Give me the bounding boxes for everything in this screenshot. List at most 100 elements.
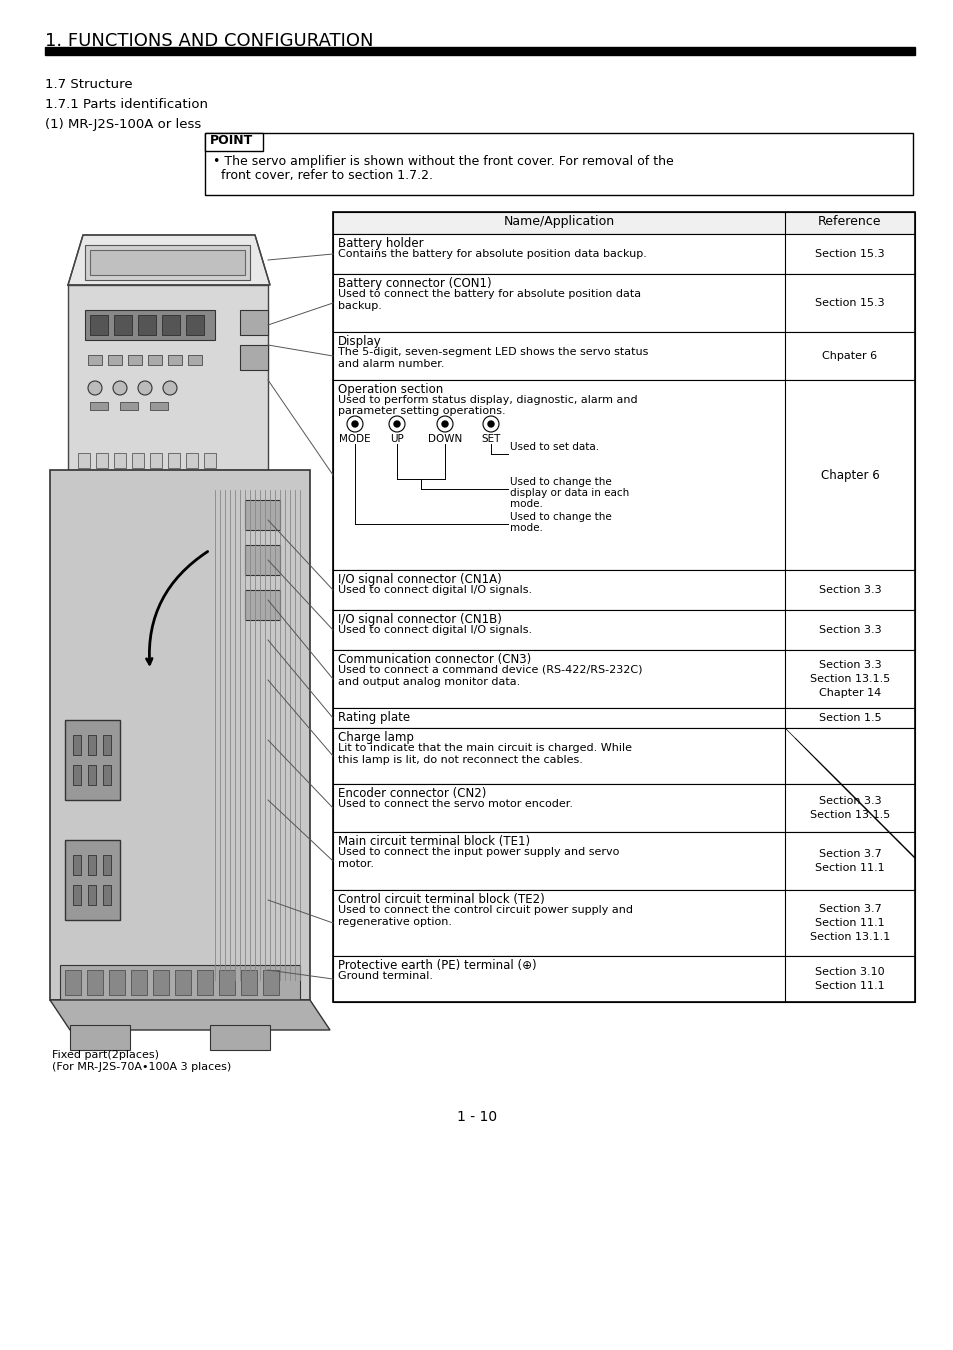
Bar — [103, 886, 111, 904]
Text: Encoder connector (CN2): Encoder connector (CN2) — [337, 787, 486, 801]
Text: and alarm number.: and alarm number. — [337, 359, 444, 369]
Bar — [65, 840, 120, 919]
Bar — [186, 454, 198, 468]
Text: Communication connector (CN3): Communication connector (CN3) — [337, 653, 531, 666]
Text: 1. FUNCTIONS AND CONFIGURATION: 1. FUNCTIONS AND CONFIGURATION — [45, 32, 374, 50]
Bar — [152, 971, 169, 995]
Text: Section 15.3: Section 15.3 — [814, 248, 883, 259]
Circle shape — [347, 416, 363, 432]
Text: (1) MR-J2S-100A or less: (1) MR-J2S-100A or less — [45, 117, 201, 131]
Text: Used to change the: Used to change the — [510, 477, 611, 487]
Text: Section 11.1: Section 11.1 — [814, 981, 883, 991]
Text: Used to perform status display, diagnostic, alarm and: Used to perform status display, diagnost… — [337, 396, 637, 405]
Text: Section 13.1.1: Section 13.1.1 — [809, 931, 889, 942]
Text: front cover, refer to section 1.7.2.: front cover, refer to section 1.7.2. — [213, 169, 433, 182]
Bar — [205, 134, 912, 194]
Bar — [78, 454, 90, 468]
Text: display or data in each: display or data in each — [510, 487, 629, 498]
Text: Used to set data.: Used to set data. — [510, 441, 598, 452]
Text: Chapter 6: Chapter 6 — [820, 468, 879, 482]
Bar — [90, 315, 108, 335]
Text: Charge lamp: Charge lamp — [337, 730, 414, 744]
Bar — [333, 649, 914, 707]
Bar — [138, 315, 156, 335]
Circle shape — [138, 381, 152, 396]
Bar — [210, 1025, 270, 1050]
Bar — [333, 332, 914, 379]
Bar — [150, 454, 162, 468]
Text: Protective earth (PE) terminal (⊕): Protective earth (PE) terminal (⊕) — [337, 958, 536, 972]
Bar — [113, 454, 126, 468]
Text: Section 3.7: Section 3.7 — [818, 849, 881, 859]
Bar — [88, 355, 102, 364]
Circle shape — [389, 416, 405, 432]
Text: Used to connect the input power supply and servo: Used to connect the input power supply a… — [337, 846, 618, 857]
Text: Contains the battery for absolute position data backup.: Contains the battery for absolute positi… — [337, 248, 646, 259]
Text: Battery connector (CON1): Battery connector (CON1) — [337, 277, 491, 290]
Bar — [88, 765, 96, 784]
Text: Section 3.3: Section 3.3 — [818, 796, 881, 806]
Text: Section 11.1: Section 11.1 — [814, 863, 883, 873]
Bar — [96, 454, 108, 468]
Text: regenerative option.: regenerative option. — [337, 917, 452, 927]
Text: I/O signal connector (CN1B): I/O signal connector (CN1B) — [337, 613, 501, 626]
Text: backup.: backup. — [337, 301, 381, 310]
Bar — [263, 971, 278, 995]
Bar — [103, 855, 111, 875]
Text: Control circuit terminal block (TE2): Control circuit terminal block (TE2) — [337, 892, 544, 906]
Bar — [333, 728, 914, 784]
Circle shape — [488, 421, 494, 427]
Text: Section 3.3: Section 3.3 — [818, 585, 881, 595]
Text: SET: SET — [481, 433, 500, 444]
Bar — [333, 212, 914, 1002]
Text: Used to change the: Used to change the — [510, 512, 611, 522]
Circle shape — [441, 421, 448, 427]
Text: 1.7 Structure: 1.7 Structure — [45, 78, 132, 90]
Polygon shape — [50, 1000, 330, 1030]
Text: Section 3.10: Section 3.10 — [814, 967, 883, 977]
Bar — [162, 315, 180, 335]
Bar — [204, 454, 215, 468]
Bar — [168, 454, 180, 468]
Bar — [45, 47, 914, 55]
Text: 1.7.1 Parts identification: 1.7.1 Parts identification — [45, 99, 208, 111]
Bar — [168, 355, 182, 364]
Bar — [245, 590, 280, 620]
Text: this lamp is lit, do not reconnect the cables.: this lamp is lit, do not reconnect the c… — [337, 755, 582, 765]
Bar — [90, 402, 108, 410]
Bar — [73, 765, 81, 784]
Bar — [241, 971, 256, 995]
Text: (For MR-J2S-70A•100A 3 places): (For MR-J2S-70A•100A 3 places) — [52, 1062, 231, 1072]
Bar — [174, 971, 191, 995]
Text: mode.: mode. — [510, 500, 542, 509]
Text: motor.: motor. — [337, 859, 374, 869]
Text: parameter setting operations.: parameter setting operations. — [337, 406, 505, 416]
Bar — [132, 454, 144, 468]
Text: Main circuit terminal block (TE1): Main circuit terminal block (TE1) — [337, 836, 530, 848]
Bar — [65, 971, 81, 995]
Text: I/O signal connector (CN1A): I/O signal connector (CN1A) — [337, 572, 501, 586]
Text: Used to connect the control circuit power supply and: Used to connect the control circuit powe… — [337, 904, 633, 915]
Bar — [68, 285, 268, 470]
Bar — [333, 956, 914, 1002]
Bar — [113, 315, 132, 335]
Text: Section 13.1.5: Section 13.1.5 — [809, 674, 889, 684]
Circle shape — [394, 421, 399, 427]
Polygon shape — [68, 235, 270, 285]
Bar — [73, 855, 81, 875]
Circle shape — [436, 416, 453, 432]
Text: • The servo amplifier is shown without the front cover. For removal of the: • The servo amplifier is shown without t… — [213, 155, 673, 167]
Text: The 5-digit, seven-segment LED shows the servo status: The 5-digit, seven-segment LED shows the… — [337, 347, 648, 356]
Circle shape — [352, 421, 357, 427]
Bar — [88, 855, 96, 875]
Bar — [333, 379, 914, 570]
Text: Section 15.3: Section 15.3 — [814, 298, 883, 308]
Bar — [60, 965, 299, 1000]
Bar — [73, 886, 81, 904]
Text: Used to connect a command device (RS-422/RS-232C): Used to connect a command device (RS-422… — [337, 666, 641, 675]
Text: Section 11.1: Section 11.1 — [814, 918, 883, 927]
Bar — [85, 310, 214, 340]
Text: mode.: mode. — [510, 522, 542, 533]
Text: Operation section: Operation section — [337, 383, 443, 396]
Text: Battery holder: Battery holder — [337, 238, 423, 250]
